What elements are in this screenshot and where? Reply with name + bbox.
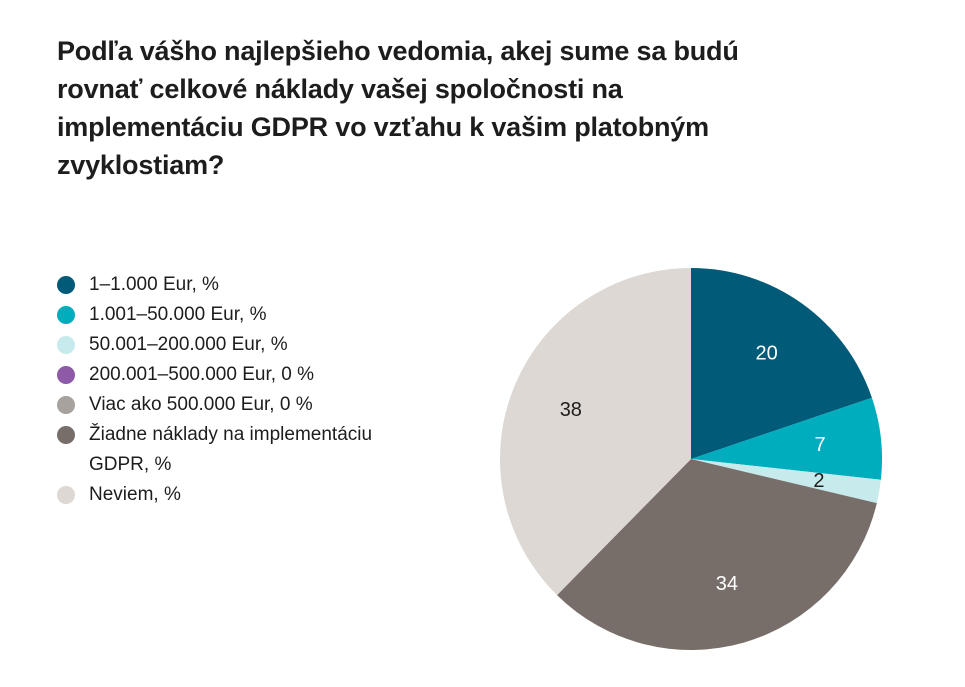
legend-label: 1.001–50.000 Eur, % — [89, 304, 267, 325]
pie-slice-1-001-50-000-eur — [691, 397, 882, 480]
legend: 1–1.000 Eur, % 1.001–50.000 Eur, % 50.00… — [57, 270, 389, 510]
pie-slice-neviem — [499, 268, 691, 596]
pie-slice-1-1-000-eur — [691, 268, 872, 459]
legend-item-1-1000: 1–1.000 Eur, % — [57, 270, 389, 300]
legend-item-200001-500000: 200.001–500.000 Eur, 0 % — [57, 360, 389, 390]
legend-item-1001-50000: 1.001–50.000 Eur, % — [57, 300, 389, 330]
pie-slice-iadne-n-klady-na-implement-ciu-gdpr — [556, 459, 877, 650]
legend-swatch — [57, 486, 75, 504]
pie-value-label: 7 — [815, 434, 826, 456]
pie-value-label: 34 — [716, 573, 738, 595]
legend-label: Žiadne náklady na implementáciu GDPR, % — [89, 424, 373, 475]
legend-label: 50.001–200.000 Eur, % — [89, 334, 288, 355]
pie-slice-50-001-200-000-eur — [691, 459, 881, 504]
pie-value-label: 38 — [560, 399, 582, 421]
legend-item-over-500000: Viac ako 500.000 Eur, 0 % — [57, 390, 389, 420]
legend-swatch — [57, 426, 75, 444]
legend-label: 1–1.000 Eur, % — [89, 274, 219, 295]
legend-label: Neviem, % — [89, 484, 181, 505]
legend-swatch — [57, 336, 75, 354]
legend-item-dont-know: Neviem, % — [57, 480, 389, 510]
chart-title: Podľa vášho najlepšieho vedomia, akej su… — [57, 36, 739, 180]
legend-item-50001-200000: 50.001–200.000 Eur, % — [57, 330, 389, 360]
legend-swatch — [57, 276, 75, 294]
pie-value-label: 20 — [756, 342, 778, 364]
pie-value-label: 2 — [813, 470, 824, 492]
legend-swatch — [57, 366, 75, 384]
legend-swatch — [57, 396, 75, 414]
pie-chart: 20 7 2 34 38 — [499, 268, 882, 650]
legend-swatch — [57, 306, 75, 324]
legend-item-no-costs: Žiadne náklady na implementáciu GDPR, % — [57, 420, 389, 480]
legend-label: Viac ako 500.000 Eur, 0 % — [89, 394, 313, 415]
legend-label: 200.001–500.000 Eur, 0 % — [89, 364, 315, 385]
